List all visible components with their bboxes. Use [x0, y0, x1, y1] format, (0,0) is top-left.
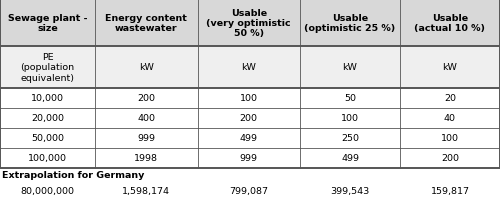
Bar — [300, 47, 400, 89]
Text: 159,817: 159,817 — [430, 187, 470, 196]
Text: 200: 200 — [441, 154, 459, 163]
Text: 999: 999 — [240, 154, 258, 163]
Text: 100: 100 — [240, 94, 258, 103]
Bar — [0, 47, 95, 89]
Text: 20: 20 — [444, 94, 456, 103]
Text: Sewage plant -
size: Sewage plant - size — [8, 14, 87, 33]
Text: 100: 100 — [441, 134, 459, 143]
Bar — [400, 47, 500, 89]
Text: 40: 40 — [444, 114, 456, 123]
Text: kW: kW — [442, 63, 458, 72]
Text: 1998: 1998 — [134, 154, 158, 163]
Text: 10,000: 10,000 — [31, 94, 64, 103]
Text: 399,543: 399,543 — [330, 187, 370, 196]
Text: 999: 999 — [137, 134, 155, 143]
Text: Usable
(optimistic 25 %): Usable (optimistic 25 %) — [304, 14, 396, 33]
Bar — [95, 0, 198, 47]
Text: kW: kW — [242, 63, 256, 72]
Text: Extrapolation for Germany: Extrapolation for Germany — [2, 171, 144, 180]
Text: 499: 499 — [341, 154, 359, 163]
Text: Energy content
wastewater: Energy content wastewater — [106, 14, 187, 33]
Text: 50,000: 50,000 — [31, 134, 64, 143]
Bar — [95, 47, 198, 89]
Text: Usable
(very optimistic
50 %): Usable (very optimistic 50 %) — [206, 9, 291, 38]
Text: 200: 200 — [137, 94, 155, 103]
Text: 80,000,000: 80,000,000 — [20, 187, 74, 196]
Text: 799,087: 799,087 — [229, 187, 268, 196]
Text: 100: 100 — [341, 114, 359, 123]
Text: 100,000: 100,000 — [28, 154, 67, 163]
Text: kW: kW — [139, 63, 154, 72]
Text: PE
(population
equivalent): PE (population equivalent) — [20, 53, 74, 82]
Text: 200: 200 — [240, 114, 258, 123]
Text: Usable
(actual 10 %): Usable (actual 10 %) — [414, 14, 486, 33]
Text: 50: 50 — [344, 94, 356, 103]
Bar — [198, 0, 300, 47]
Text: 1,598,174: 1,598,174 — [122, 187, 170, 196]
Text: 20,000: 20,000 — [31, 114, 64, 123]
Text: 499: 499 — [240, 134, 258, 143]
Bar — [0, 0, 95, 47]
Bar — [198, 47, 300, 89]
Text: 400: 400 — [137, 114, 155, 123]
Bar — [400, 0, 500, 47]
Text: 250: 250 — [341, 134, 359, 143]
Bar — [300, 0, 400, 47]
Text: kW: kW — [342, 63, 357, 72]
